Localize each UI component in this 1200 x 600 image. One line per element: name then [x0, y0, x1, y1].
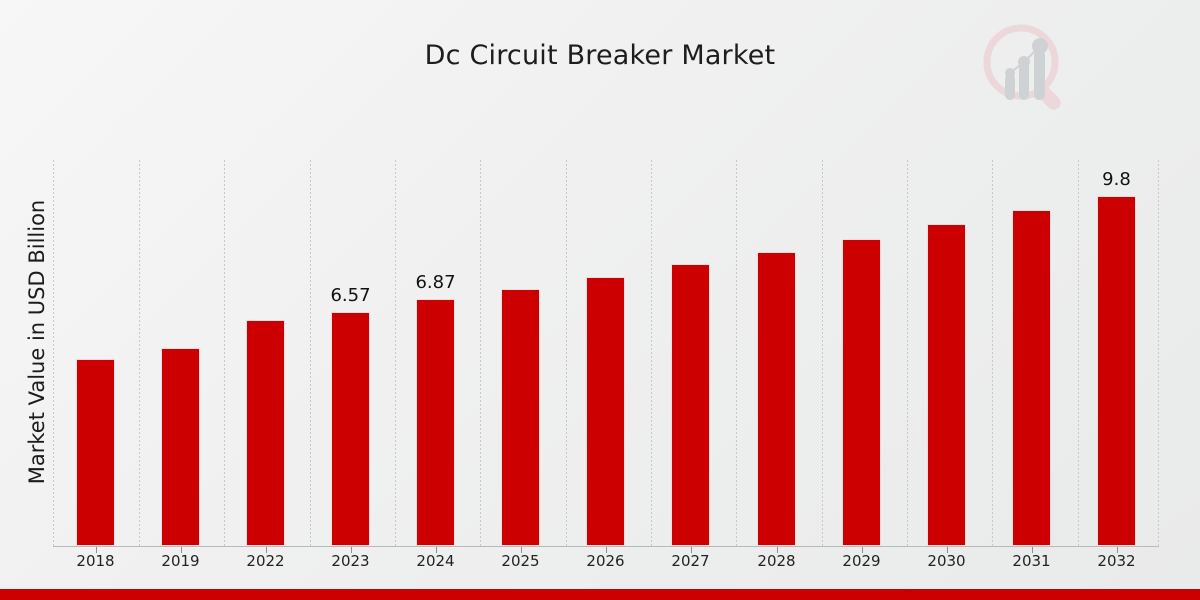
- x-tick-label-2030: 2030: [927, 552, 966, 570]
- grid-line: [139, 160, 140, 547]
- grid-line: [992, 160, 993, 547]
- bar-2030[interactable]: [927, 224, 966, 546]
- logo-bar-large: [1034, 50, 1045, 100]
- bar-2022[interactable]: [246, 320, 285, 546]
- plot-area: [53, 160, 1159, 547]
- x-tick-label-2027: 2027: [671, 552, 710, 570]
- grid-line: [907, 160, 908, 547]
- grid-line: [651, 160, 652, 547]
- x-tick-mark-2028: [776, 547, 778, 553]
- bar-value-label-2032: 9.8: [1102, 169, 1131, 190]
- logo-bar-small: [1005, 74, 1015, 100]
- bar-2024[interactable]: [416, 299, 455, 546]
- x-tick-label-2032: 2032: [1097, 552, 1136, 570]
- x-tick-mark-2029: [861, 547, 863, 553]
- x-tick-mark-2026: [605, 547, 607, 553]
- x-tick-mark-2018: [95, 547, 97, 553]
- x-tick-mark-2022: [265, 547, 267, 553]
- bar-2032[interactable]: [1097, 196, 1136, 546]
- x-tick-mark-2024: [435, 547, 437, 553]
- bar-2026[interactable]: [586, 277, 625, 546]
- bar-2027[interactable]: [671, 264, 710, 546]
- grid-line: [480, 160, 481, 547]
- bar-2031[interactable]: [1012, 210, 1051, 546]
- grid-line: [736, 160, 737, 547]
- bar-2019[interactable]: [161, 348, 200, 546]
- x-tick-label-2018: 2018: [76, 552, 115, 570]
- x-tick-label-2028: 2028: [757, 552, 796, 570]
- page-title: Dc Circuit Breaker Market: [424, 40, 776, 71]
- grid-line: [53, 160, 54, 547]
- bar-value-label-2024: 6.87: [415, 272, 456, 293]
- bar-2028[interactable]: [757, 252, 796, 546]
- x-tick-mark-2025: [520, 547, 522, 553]
- x-tick-mark-2032: [1116, 547, 1118, 553]
- x-tick-mark-2019: [180, 547, 182, 553]
- logo-trend-line-1: [1009, 61, 1025, 74]
- grid-line: [1158, 160, 1159, 547]
- grid-line: [395, 160, 396, 547]
- grid-line: [822, 160, 823, 547]
- x-tick-label-2023: 2023: [331, 552, 370, 570]
- footer-band: [0, 589, 1200, 600]
- grid-line: [566, 160, 567, 547]
- bar-2018[interactable]: [76, 359, 115, 546]
- x-tick-label-2022: 2022: [246, 552, 285, 570]
- grid-line: [310, 160, 311, 547]
- x-tick-mark-2027: [690, 547, 692, 553]
- bar-value-label-2023: 6.57: [330, 285, 371, 306]
- bar-2025[interactable]: [501, 289, 540, 546]
- magnifier-bar-chart-logo-icon: [975, 18, 1075, 118]
- x-tick-label-2025: 2025: [501, 552, 540, 570]
- x-tick-mark-2031: [1031, 547, 1033, 553]
- x-tick-mark-2030: [946, 547, 948, 553]
- y-axis-title: Market Value in USD Billion: [25, 199, 49, 485]
- logo-bar-medium: [1019, 62, 1029, 100]
- x-axis-baseline: [53, 546, 1159, 547]
- x-tick-label-2031: 2031: [1012, 552, 1051, 570]
- grid-line: [224, 160, 225, 547]
- x-tick-label-2024: 2024: [416, 552, 455, 570]
- grid-line: [1078, 160, 1079, 547]
- logo-svg: [983, 24, 1061, 110]
- x-tick-label-2029: 2029: [842, 552, 881, 570]
- x-tick-label-2019: 2019: [161, 552, 200, 570]
- bar-2023[interactable]: [331, 312, 370, 546]
- bar-2029[interactable]: [842, 239, 881, 546]
- logo-trend-line-2: [1023, 45, 1041, 63]
- x-tick-mark-2023: [350, 547, 352, 553]
- x-tick-label-2026: 2026: [586, 552, 625, 570]
